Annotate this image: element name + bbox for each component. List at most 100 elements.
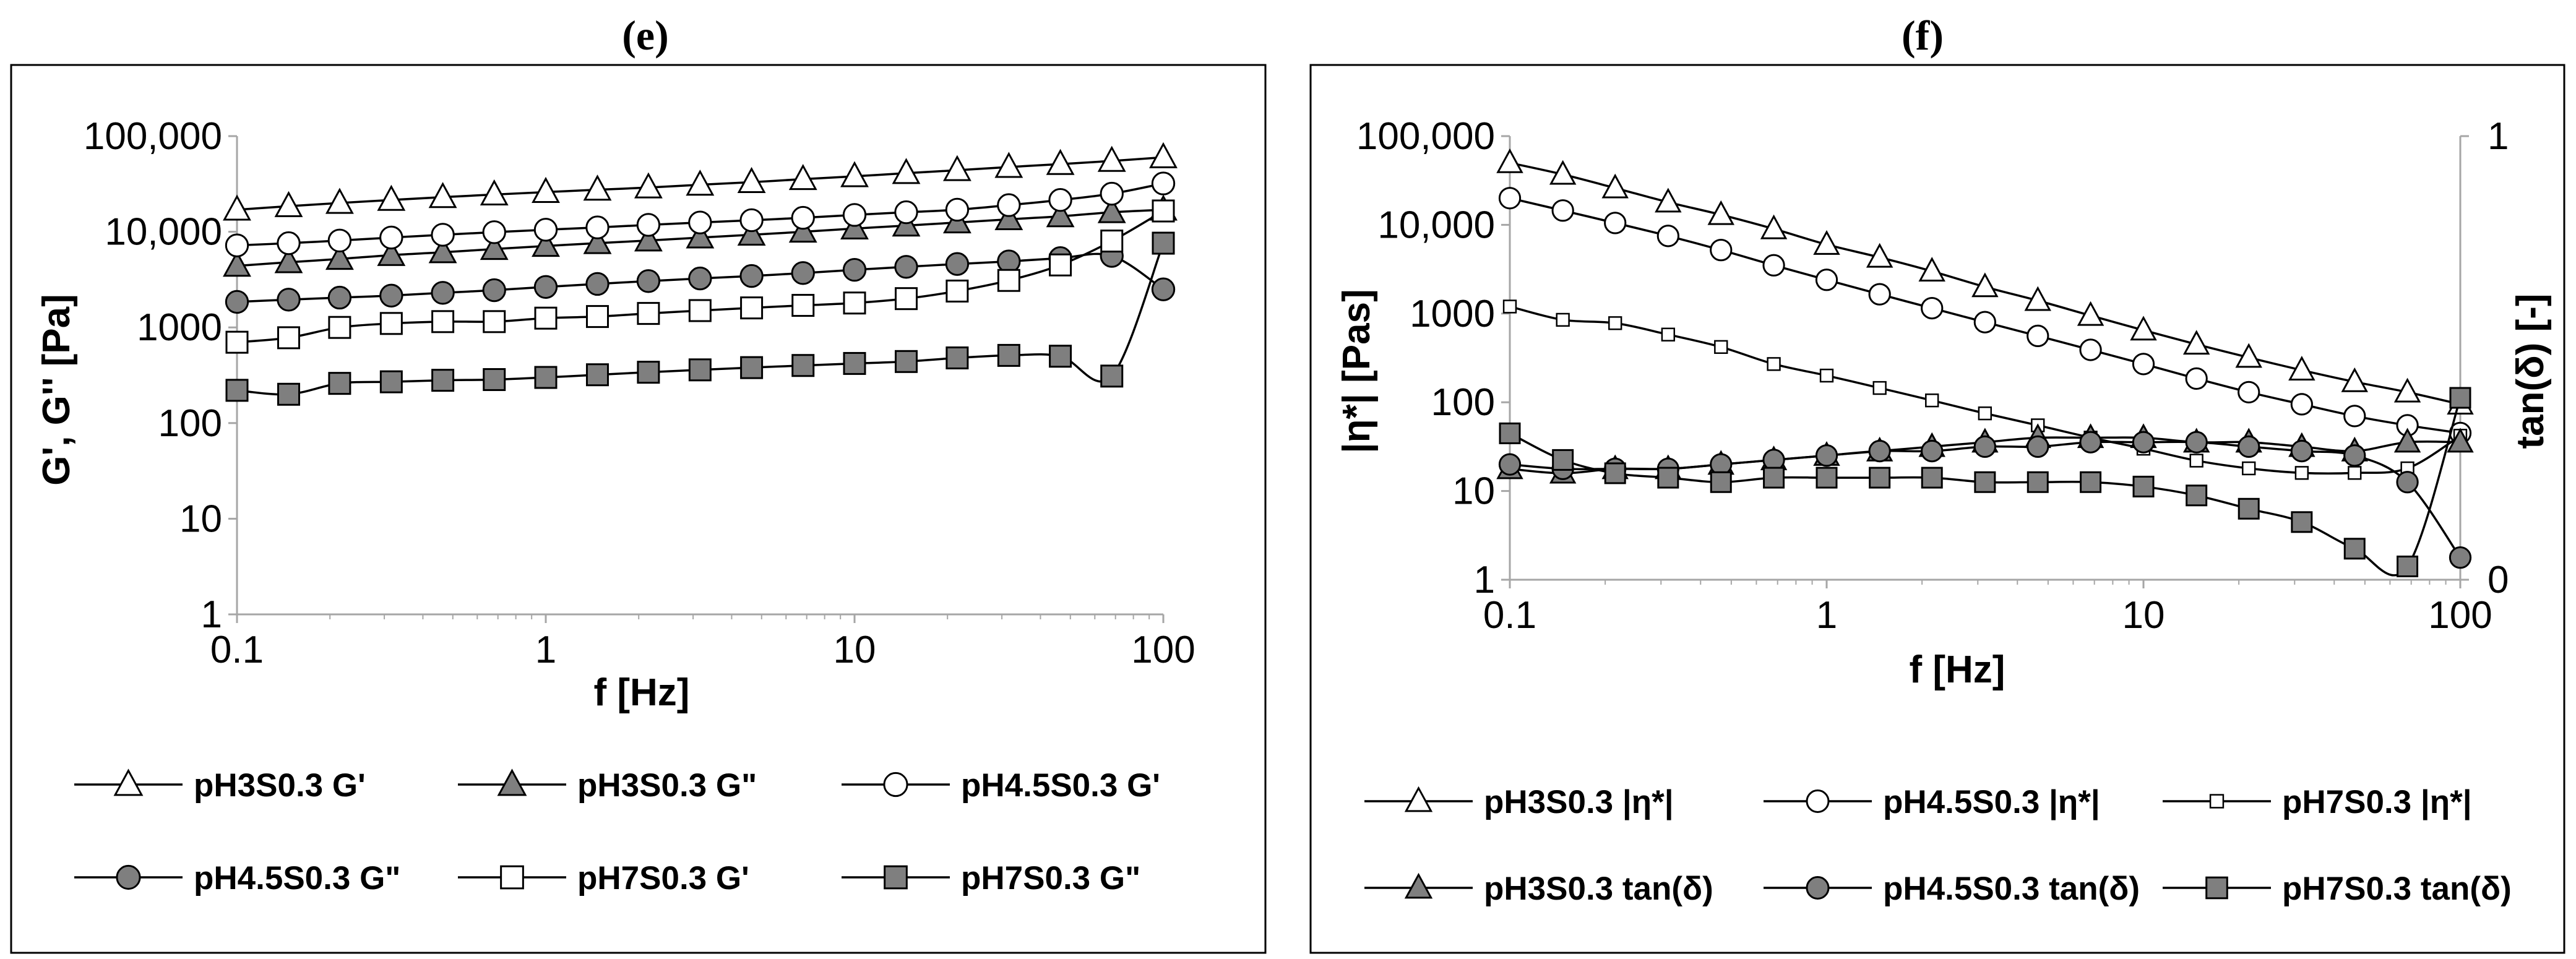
data-point bbox=[1655, 187, 1682, 213]
series-ph4-5s0-3-tan bbox=[1498, 431, 2472, 569]
data-point bbox=[1714, 340, 1728, 354]
data-point bbox=[1921, 467, 1943, 489]
data-point bbox=[1151, 277, 1176, 301]
data-point bbox=[2238, 497, 2260, 520]
data-point bbox=[997, 269, 1020, 292]
data-point bbox=[379, 225, 403, 250]
data-point bbox=[583, 228, 612, 254]
legend-label: pH7S0.3 G' bbox=[577, 860, 749, 897]
series-ph4-5s0-3-g bbox=[225, 171, 1176, 257]
data-point bbox=[1971, 272, 1999, 298]
data-point bbox=[894, 255, 918, 279]
data-point bbox=[2079, 338, 2102, 361]
data-point bbox=[688, 358, 712, 382]
data-point bbox=[1872, 381, 1887, 395]
data-point bbox=[1661, 327, 1676, 342]
data-point bbox=[997, 343, 1020, 367]
data-point bbox=[1601, 173, 1629, 199]
data-point bbox=[1868, 439, 1891, 463]
legend-label: pH4.5S0.3 |η*| bbox=[1883, 784, 2100, 821]
data-point bbox=[2449, 546, 2472, 569]
data-point bbox=[688, 266, 712, 291]
y-tick-label: 1 bbox=[201, 593, 222, 636]
data-point bbox=[1549, 160, 1577, 185]
data-point bbox=[1498, 187, 1522, 210]
data-point bbox=[840, 161, 869, 187]
data-point bbox=[1152, 231, 1175, 255]
series-ph4-5s0-3-g bbox=[225, 244, 1176, 314]
data-point bbox=[1710, 471, 1732, 493]
x-tick-label: 10 bbox=[834, 629, 876, 671]
data-point bbox=[1097, 145, 1126, 172]
data-point bbox=[483, 310, 506, 333]
data-point bbox=[892, 158, 921, 184]
data-point bbox=[2027, 324, 2049, 348]
data-point bbox=[2077, 301, 2104, 326]
data-point bbox=[1499, 422, 1521, 444]
data-point bbox=[1760, 214, 1788, 239]
data-point bbox=[2027, 435, 2049, 458]
data-point bbox=[225, 330, 249, 354]
data-point bbox=[894, 350, 918, 373]
data-point bbox=[2397, 555, 2419, 577]
data-point bbox=[637, 302, 660, 325]
data-point bbox=[325, 243, 354, 270]
data-point bbox=[1710, 238, 1733, 262]
legend-marker bbox=[883, 772, 908, 798]
legend-item-ph7s0-3-tan: pH7S0.3 tan(δ) bbox=[2163, 871, 2512, 907]
data-point bbox=[1815, 444, 1838, 467]
data-point bbox=[327, 228, 352, 252]
legend-item-ph3s0-3-tan: pH3S0.3 tan(δ) bbox=[1364, 871, 1713, 907]
legend-marker bbox=[1404, 786, 1433, 812]
data-point bbox=[2185, 431, 2208, 454]
data-point bbox=[2185, 367, 2208, 390]
legend-item-ph7s0-3: pH7S0.3 |η*| bbox=[2163, 784, 2472, 821]
data-point bbox=[2080, 471, 2102, 493]
data-point bbox=[788, 163, 817, 191]
data-point bbox=[688, 210, 712, 234]
data-point bbox=[532, 176, 560, 204]
data-point bbox=[532, 231, 560, 257]
x-tick-label: 0.1 bbox=[1483, 594, 1536, 637]
data-point bbox=[223, 251, 251, 277]
data-point bbox=[2238, 435, 2260, 458]
legend-marker bbox=[1404, 872, 1433, 899]
data-point bbox=[1816, 467, 1838, 489]
data-point bbox=[1604, 462, 1626, 484]
data-point bbox=[997, 193, 1021, 217]
data-point bbox=[274, 191, 303, 217]
legend-marker bbox=[884, 865, 908, 890]
data-point bbox=[1767, 357, 1781, 371]
data-point bbox=[2290, 439, 2313, 463]
y2-tick-label: 1 bbox=[2488, 115, 2509, 158]
data-point bbox=[2290, 393, 2313, 416]
data-point bbox=[739, 264, 764, 288]
data-point bbox=[1556, 312, 1570, 327]
panel-f-series bbox=[1496, 148, 2474, 577]
data-point bbox=[791, 261, 815, 285]
data-point bbox=[533, 218, 558, 242]
data-point bbox=[583, 174, 612, 201]
data-point bbox=[740, 356, 764, 379]
data-point bbox=[1552, 449, 1574, 471]
data-point bbox=[379, 283, 403, 307]
data-point bbox=[1707, 200, 1734, 225]
y-tick-label: 100 bbox=[1431, 381, 1495, 424]
data-point bbox=[2288, 356, 2315, 381]
data-point bbox=[2449, 387, 2471, 409]
legend-marker bbox=[2205, 876, 2228, 900]
panel-f-x-axis-title: f [Hz] bbox=[1910, 648, 2005, 691]
series-line bbox=[1509, 441, 2462, 559]
data-point bbox=[2393, 428, 2421, 453]
data-point bbox=[1100, 364, 1124, 388]
series-ph7s0-3-g bbox=[225, 199, 1175, 354]
legend-item-ph3s0-3: pH3S0.3 |η*| bbox=[1364, 784, 1674, 821]
data-point bbox=[1551, 199, 1574, 222]
data-point bbox=[2348, 466, 2362, 480]
panel-e-x-axis-title: f [Hz] bbox=[594, 671, 690, 714]
data-point bbox=[482, 278, 506, 303]
data-point bbox=[1100, 181, 1124, 206]
legend-item-ph7s0-3-g: pH7S0.3 G' bbox=[458, 860, 749, 897]
